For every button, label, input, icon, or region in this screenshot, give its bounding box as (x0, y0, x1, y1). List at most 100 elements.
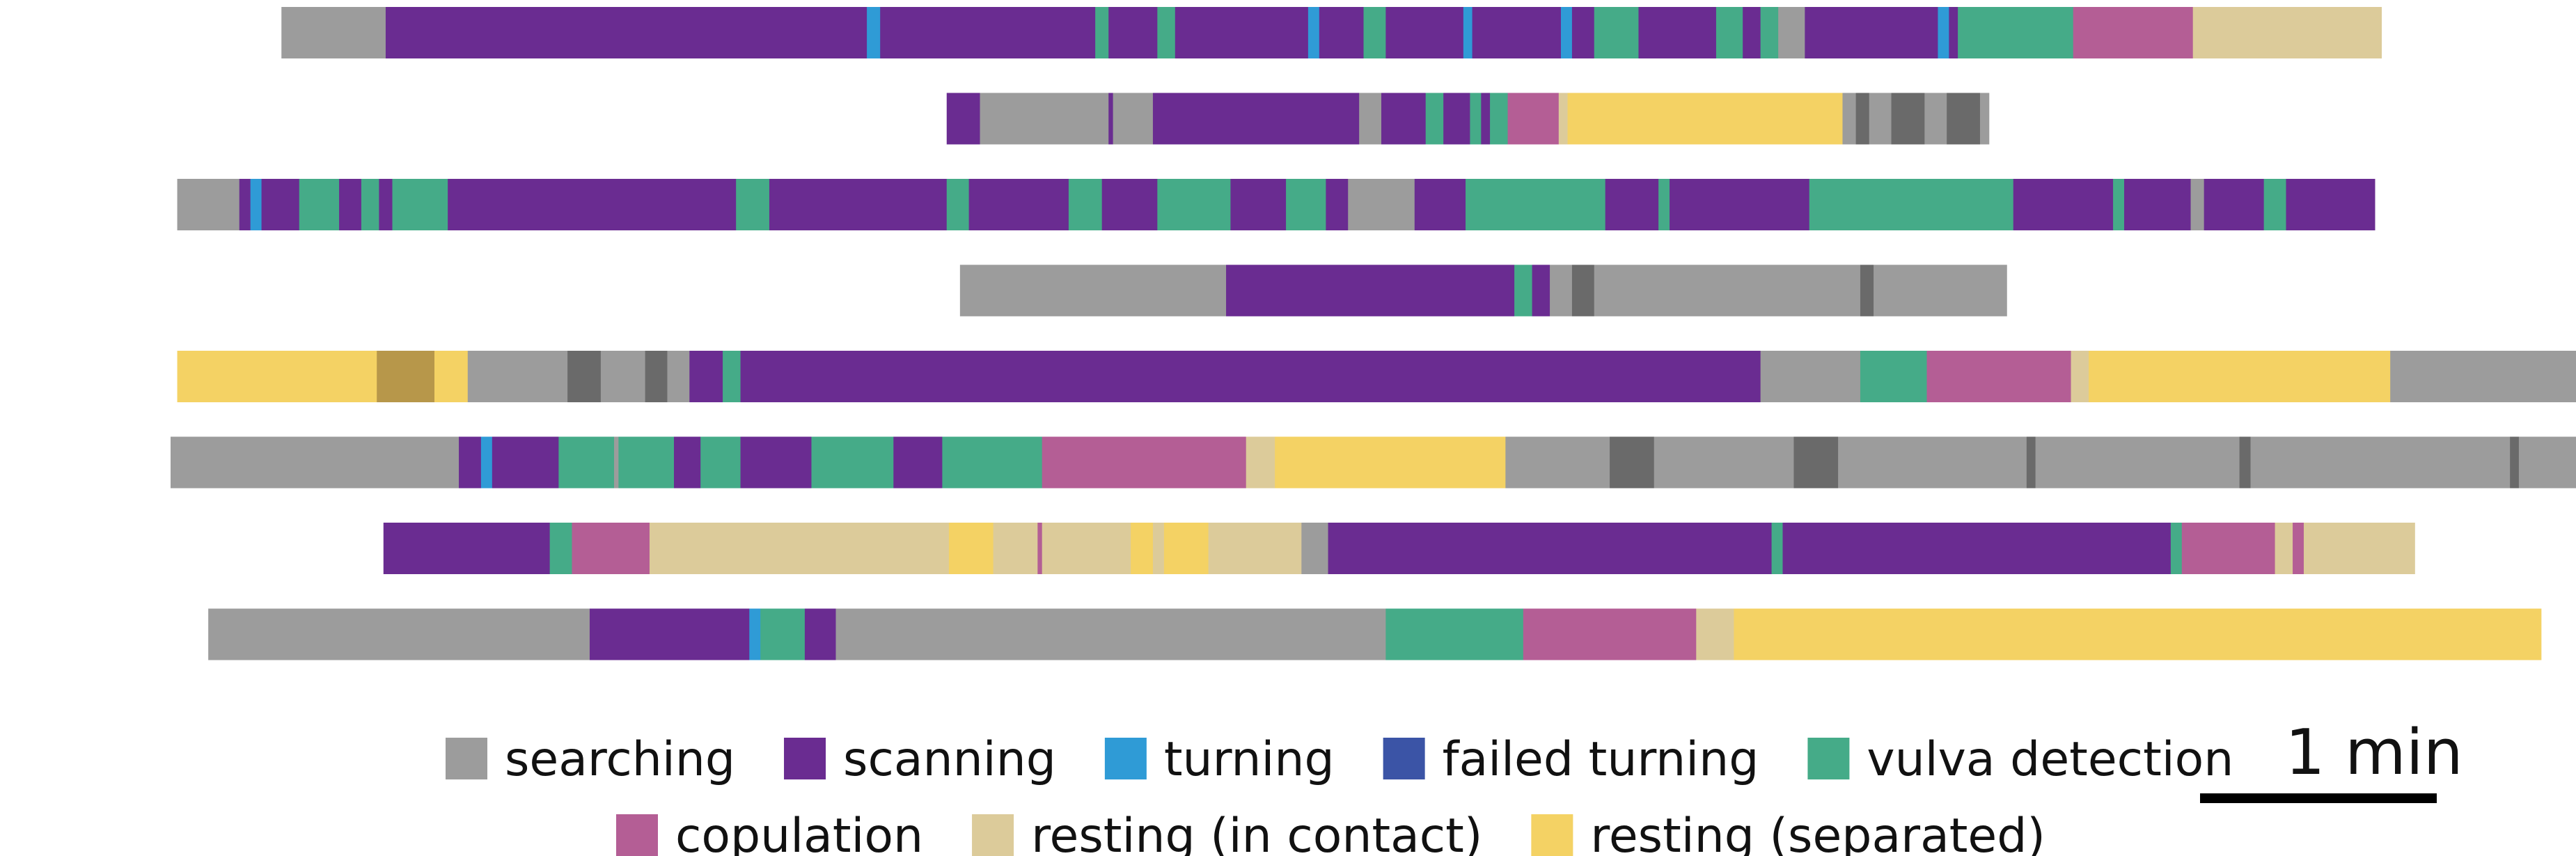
segment-scanning (1571, 7, 1595, 58)
segment-searching (208, 608, 590, 660)
segment-searching (1874, 264, 2007, 317)
segment-scanning (2123, 179, 2192, 230)
segment-searching (2250, 436, 2511, 489)
segment-searching (1550, 264, 1573, 317)
segment-scanning (339, 179, 362, 230)
segment-scanning (2013, 179, 2114, 230)
segment-searching-dark (1610, 436, 1655, 489)
segment-resting-separated- (1131, 523, 1154, 574)
segment-resting-separated- (1163, 523, 1209, 574)
segment-scanning (1670, 179, 1810, 230)
track-2 (946, 93, 1990, 145)
segment-searching (467, 351, 568, 402)
segment-searching (1979, 93, 1990, 145)
segment-vulva-detection (299, 179, 340, 230)
legend-swatch-turning (1104, 738, 1147, 779)
segment-scanning (1230, 179, 1287, 230)
segment-vulva-detection (1363, 7, 1386, 58)
segment-searching-dark (2510, 436, 2520, 489)
segment-scanning (946, 93, 981, 145)
track-3 (177, 179, 2375, 230)
legend-label-resting-separated-: resting (separated) (1590, 809, 2045, 856)
segment-searching-dark (1947, 93, 1981, 145)
segment-scanning (1326, 179, 1349, 230)
segment-scanning (1328, 523, 1773, 574)
segment-searching (2190, 179, 2205, 230)
segment-searching (1838, 436, 2027, 489)
segment-copulation (1037, 523, 1043, 574)
segment-copulation (2073, 7, 2194, 58)
segment-scanning (239, 179, 251, 230)
legend-label-vulva-detection: vulva detection (1867, 732, 2233, 787)
segment-searching (1760, 351, 1861, 402)
segment-scanning (459, 436, 482, 489)
segment-searching (1348, 179, 1415, 230)
segment-scanning (1743, 7, 1761, 58)
segment-scanning (740, 351, 1761, 402)
segment-scanning (1481, 93, 1491, 145)
segment-searching (2035, 436, 2240, 489)
legend-label-resting-in-contact-: resting (in contact) (1031, 809, 1482, 856)
segment-searching (1359, 93, 1382, 145)
segment-searching-dark (645, 351, 668, 402)
segment-vulva-detection (1514, 264, 1533, 317)
segment-vulva-detection (2263, 179, 2287, 230)
legend-label-scanning: scanning (843, 732, 1056, 787)
segment-scanning (1805, 7, 1939, 58)
segment-resting-separated- (177, 351, 377, 402)
segment-resting-in-contact- (649, 523, 950, 574)
legend-label-turning: turning (1164, 732, 1335, 787)
segment-vulva-detection (1157, 179, 1232, 230)
segment-searching (2390, 351, 2576, 402)
segment-resting-dark (377, 351, 435, 402)
segment-scanning (448, 179, 737, 230)
segment-vulva-detection (946, 179, 970, 230)
segment-resting-in-contact- (2303, 523, 2415, 574)
segment-vulva-detection (1385, 608, 1524, 660)
segment-scanning (1638, 7, 1717, 58)
segment-vulva-detection (1286, 179, 1326, 230)
segment-copulation (1507, 93, 1560, 145)
segment-vulva-detection (1490, 93, 1509, 145)
segment-searching-dark (1571, 264, 1595, 317)
segment-vulva-detection (942, 436, 1043, 489)
segment-copulation (2181, 523, 2276, 574)
segment-vulva-detection (1470, 93, 1482, 145)
legend-label-searching: searching (505, 732, 735, 787)
segment-resting-separated- (1734, 608, 2542, 660)
segment-searching (171, 436, 460, 489)
segment-scanning (1108, 7, 1158, 58)
segment-vulva-detection (1958, 7, 2074, 58)
segment-searching (667, 351, 690, 402)
legend-label-copulation: copulation (675, 809, 923, 856)
segment-scanning (1319, 7, 1365, 58)
segment-turning (867, 7, 881, 58)
segment-copulation (1042, 436, 1247, 489)
segment-vulva-detection (1157, 7, 1176, 58)
segment-scanning (674, 436, 701, 489)
segment-scanning (740, 436, 812, 489)
segment-turning (749, 608, 761, 660)
segment-vulva-detection (1860, 351, 1928, 402)
segment-scanning (1152, 93, 1360, 145)
segment-resting-in-contact- (2071, 351, 2089, 402)
segment-searching (1594, 264, 1861, 317)
segment-vulva-detection (760, 608, 806, 660)
segment-searching-dark (1860, 264, 1874, 317)
segment-turning (250, 179, 262, 230)
segment-scanning (1101, 179, 1158, 230)
segment-vulva-detection (2170, 523, 2183, 574)
track-7 (383, 523, 2415, 574)
segment-searching (1842, 93, 1857, 145)
legend: searching scanning turning failed turning vu… (446, 732, 2233, 856)
legend-swatch-scanning (784, 738, 826, 779)
segment-scanning (379, 179, 393, 230)
segment-scanning (1532, 264, 1550, 317)
segment-searching (1778, 7, 1805, 58)
segment-copulation (1926, 351, 2072, 402)
segment-searching-dark (567, 351, 602, 402)
segment-scanning (385, 7, 867, 58)
segment-vulva-detection (1771, 523, 1784, 574)
segment-searching-dark (1855, 93, 1870, 145)
